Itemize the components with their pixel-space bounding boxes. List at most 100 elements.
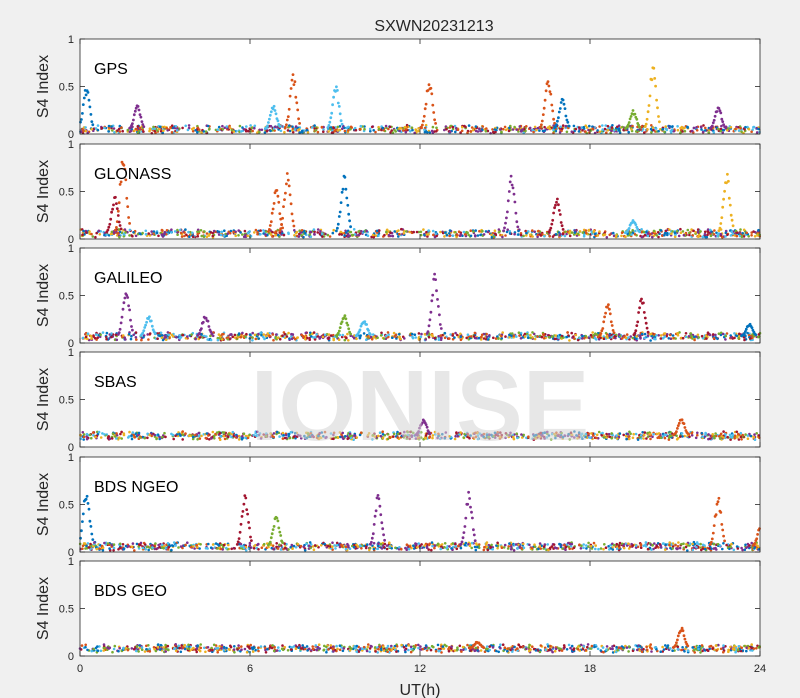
data-point	[82, 96, 86, 100]
data-point	[222, 434, 225, 438]
data-point	[553, 546, 557, 549]
data-point	[137, 431, 141, 435]
data-point	[99, 436, 103, 439]
data-point	[417, 542, 421, 545]
data-point	[241, 233, 244, 236]
data-point	[726, 172, 729, 176]
data-point	[349, 128, 352, 131]
data-point	[98, 233, 102, 236]
data-point	[430, 548, 433, 552]
data-point	[155, 231, 159, 235]
data-point	[316, 130, 320, 134]
data-point	[434, 278, 437, 281]
data-point	[232, 434, 235, 438]
data-point	[281, 334, 284, 338]
data-point	[618, 127, 621, 131]
data-point	[707, 131, 710, 134]
data-point	[107, 225, 111, 229]
data-point	[179, 434, 182, 437]
data-point	[292, 83, 296, 86]
data-point	[475, 336, 478, 340]
data-point	[436, 298, 439, 301]
data-point	[668, 333, 672, 337]
data-point	[546, 126, 550, 129]
data-point	[670, 232, 673, 235]
data-point	[96, 128, 100, 132]
data-point	[111, 129, 114, 132]
data-point	[605, 131, 608, 134]
data-point	[544, 89, 548, 93]
data-point	[341, 187, 345, 191]
data-point	[265, 334, 268, 338]
data-point	[431, 293, 435, 297]
data-point	[427, 335, 431, 339]
data-point	[736, 231, 739, 234]
data-point	[380, 547, 384, 550]
data-point	[527, 230, 530, 233]
data-point	[568, 547, 571, 551]
data-point	[178, 127, 181, 130]
data-point	[572, 124, 576, 128]
data-point	[223, 126, 227, 130]
data-point	[81, 233, 84, 237]
data-point	[231, 335, 234, 339]
data-point	[431, 544, 434, 548]
data-point	[572, 337, 576, 340]
data-point	[471, 128, 475, 132]
data-point	[388, 541, 391, 544]
data-point	[663, 233, 666, 237]
data-point	[308, 336, 311, 340]
data-point	[128, 228, 132, 232]
data-point	[682, 422, 686, 425]
data-point	[184, 432, 187, 435]
data-point	[531, 331, 534, 334]
data-point	[181, 333, 185, 337]
data-point	[259, 233, 262, 236]
data-point	[233, 333, 237, 337]
data-point	[136, 105, 140, 108]
data-point	[598, 230, 601, 233]
data-point	[313, 124, 316, 127]
data-point	[433, 118, 436, 122]
data-point	[346, 323, 350, 327]
data-point	[712, 337, 716, 340]
data-point	[385, 547, 389, 551]
data-point	[570, 331, 573, 335]
data-point	[273, 231, 277, 234]
data-point	[637, 311, 640, 314]
data-point	[94, 127, 98, 130]
data-point	[589, 333, 593, 337]
data-point	[86, 91, 90, 94]
data-point	[344, 547, 348, 551]
data-point	[676, 128, 680, 132]
data-point	[341, 333, 345, 337]
data-point	[428, 131, 432, 134]
data-point	[679, 227, 682, 231]
data-point	[197, 230, 200, 233]
data-point	[285, 123, 288, 127]
data-point	[329, 334, 333, 337]
data-point	[643, 336, 646, 340]
data-point	[627, 121, 631, 124]
data-point	[448, 229, 452, 232]
data-point	[369, 333, 372, 336]
data-point	[118, 130, 122, 133]
data-point	[507, 129, 511, 133]
plot-area	[80, 39, 760, 134]
data-point	[626, 432, 630, 436]
plot-area	[80, 457, 760, 552]
data-point	[382, 128, 385, 132]
data-point	[379, 334, 383, 337]
data-point	[147, 232, 150, 235]
data-point	[677, 234, 681, 238]
data-point	[604, 311, 607, 315]
data-point	[712, 233, 716, 236]
data-point	[508, 126, 511, 130]
data-point	[494, 232, 497, 236]
data-point	[709, 437, 712, 440]
data-point	[156, 129, 159, 132]
data-point	[320, 125, 324, 129]
data-point	[506, 210, 509, 214]
data-point	[114, 228, 117, 232]
data-point	[278, 231, 282, 234]
